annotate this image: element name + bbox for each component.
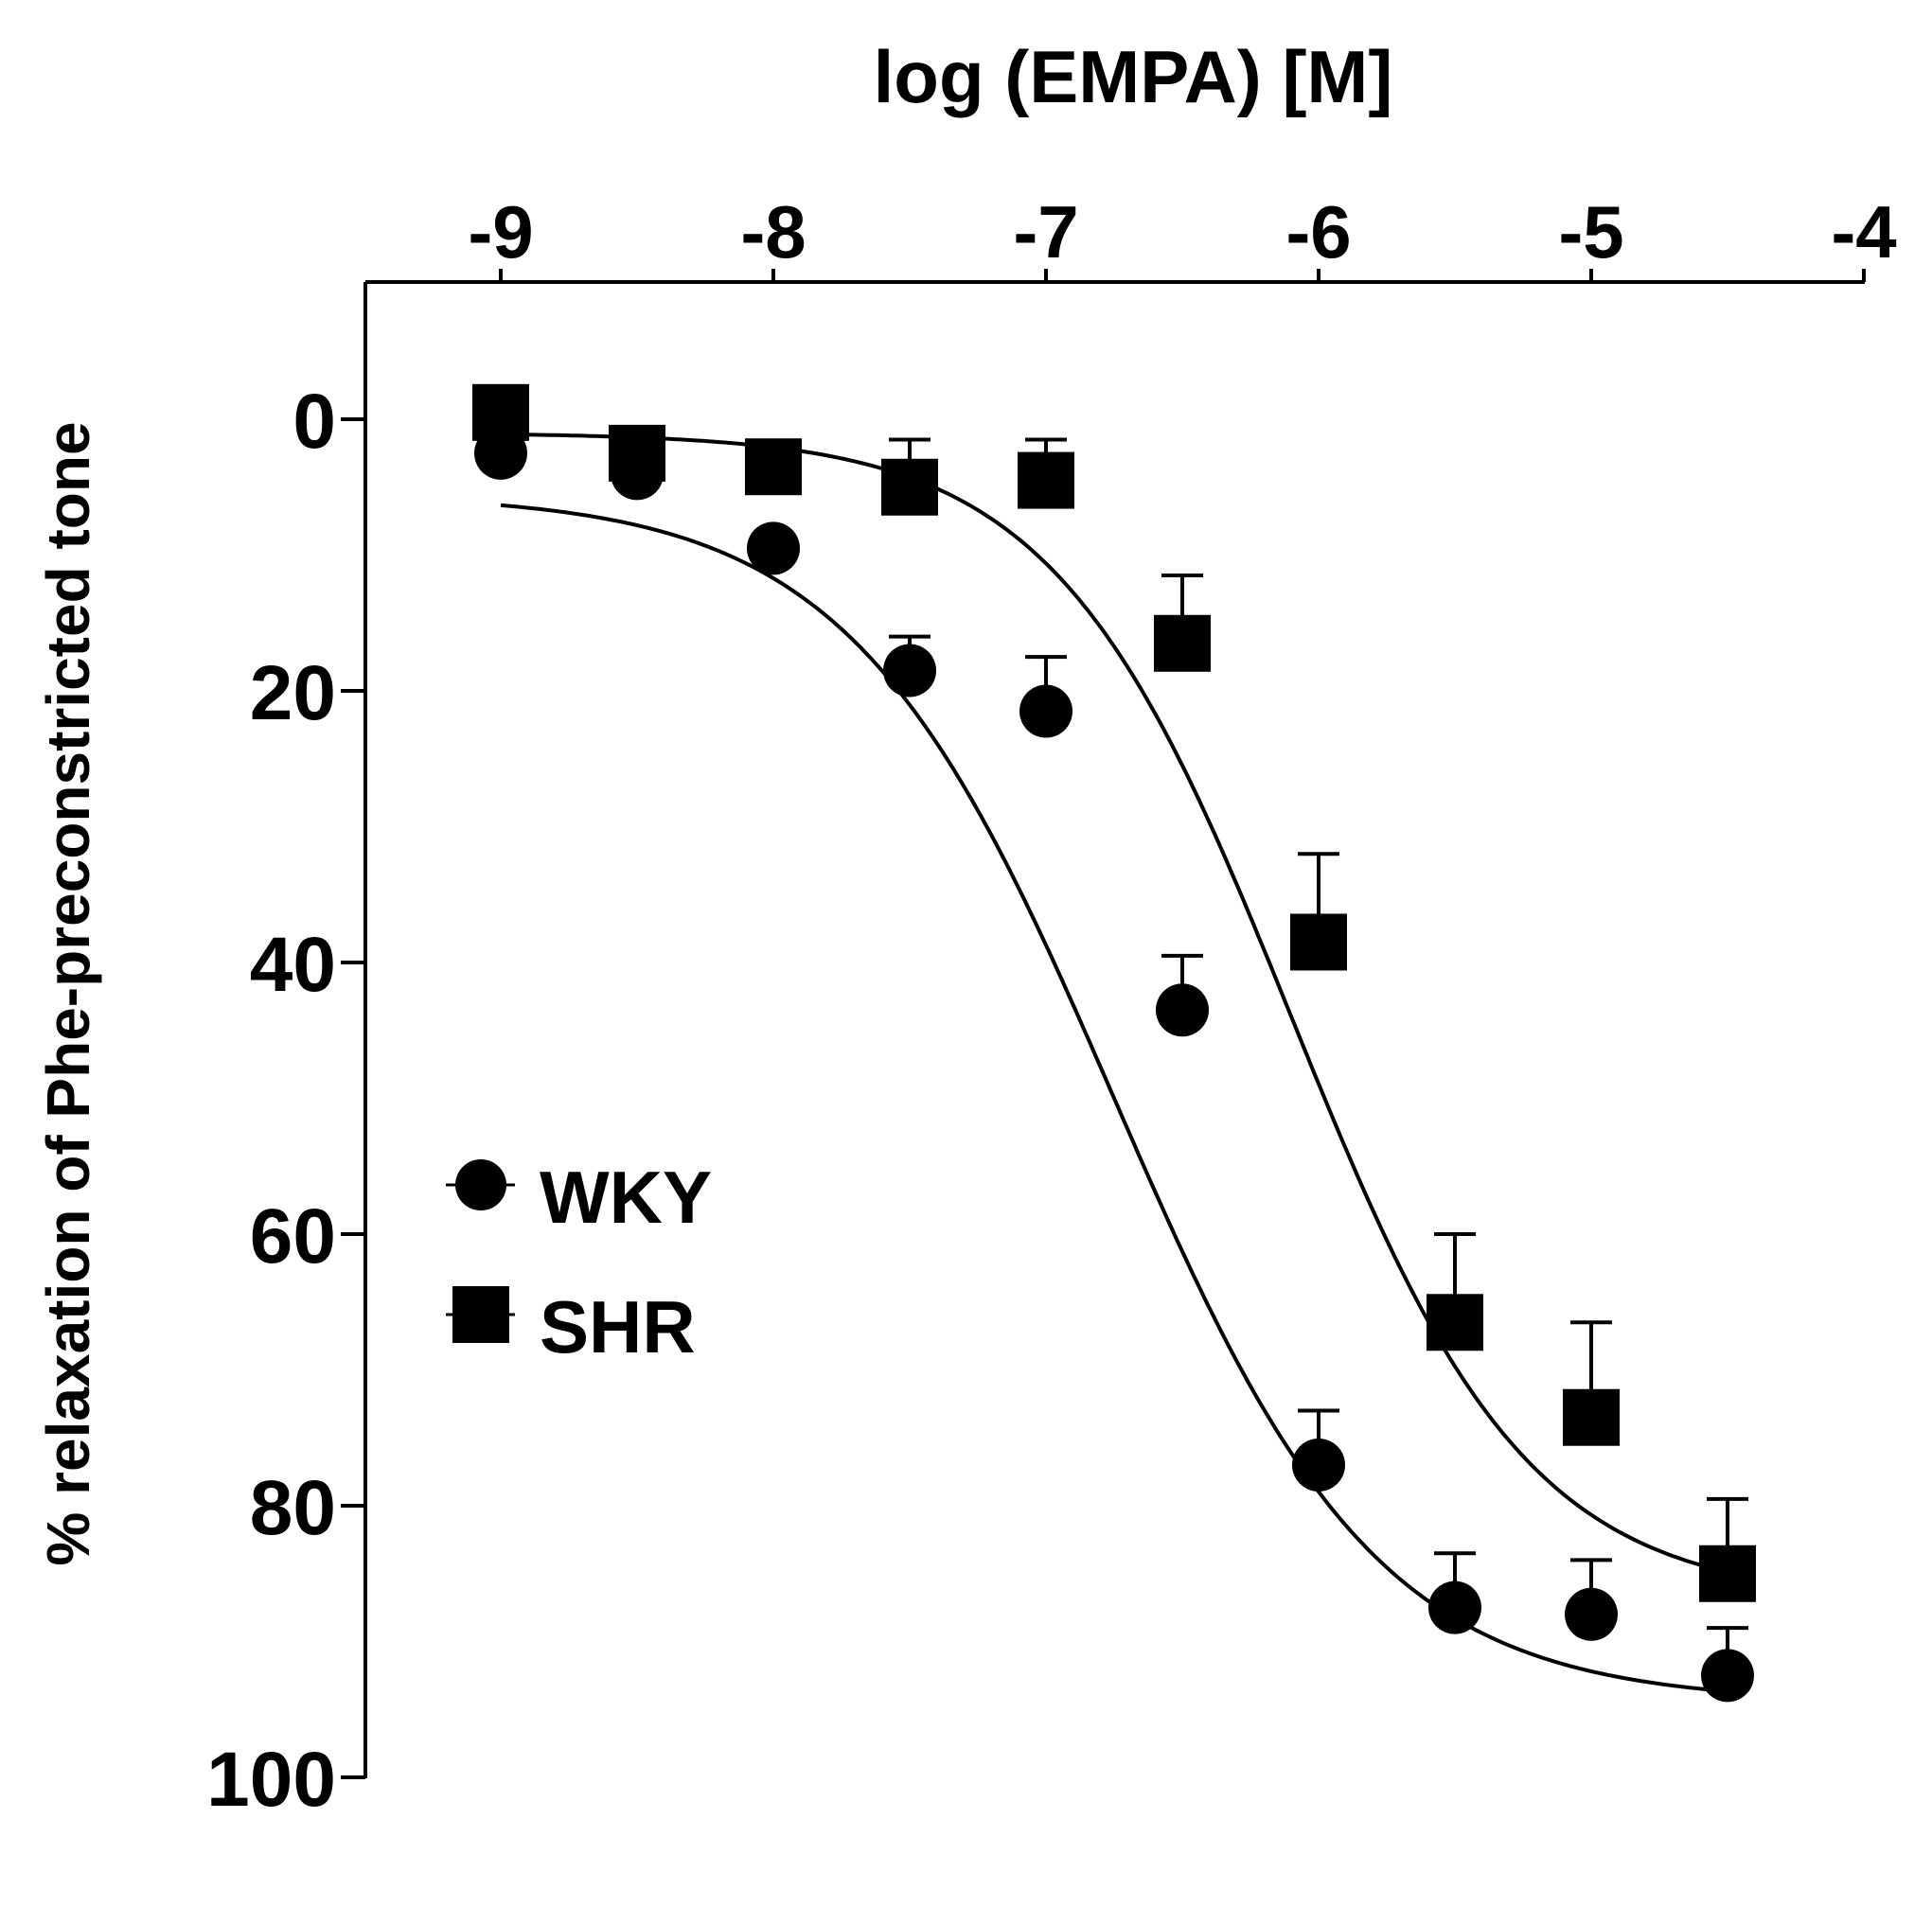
legend-marker-shr bbox=[452, 1286, 509, 1343]
data-point-wky bbox=[1428, 1580, 1481, 1634]
y-axis-ticks: 0 20 40 60 80 100 bbox=[206, 379, 365, 1823]
axes bbox=[363, 280, 1865, 1778]
data-point-shr bbox=[1699, 1545, 1756, 1602]
fit-curve-wky bbox=[500, 503, 1723, 1693]
fit-curve-shr bbox=[500, 432, 1723, 1573]
data-point-wky bbox=[1019, 684, 1072, 738]
data-point-wky bbox=[1565, 1587, 1618, 1641]
data-point-shr bbox=[472, 383, 529, 441]
x-tick-label: -8 bbox=[740, 190, 806, 274]
x-tick-label: -7 bbox=[1013, 190, 1078, 274]
y-tick-label: 80 bbox=[250, 1465, 336, 1551]
data-point-wky bbox=[1292, 1438, 1345, 1492]
y-tick-label: 100 bbox=[206, 1737, 336, 1823]
legend-label-wky: WKY bbox=[540, 1156, 712, 1239]
data-point-shr bbox=[1154, 614, 1211, 672]
x-tick-label: -9 bbox=[468, 190, 533, 274]
data-point-shr bbox=[745, 438, 802, 496]
y-tick-label: 20 bbox=[250, 650, 336, 736]
x-axis-title: log (EMPA) [M] bbox=[874, 35, 1393, 118]
y-tick-label: 40 bbox=[250, 922, 336, 1008]
legend-item-shr: SHR bbox=[446, 1285, 696, 1368]
x-tick-label: -5 bbox=[1558, 190, 1623, 274]
data-point-shr bbox=[609, 424, 665, 482]
data-point-shr bbox=[881, 458, 938, 516]
data-point-wky bbox=[1156, 983, 1209, 1037]
data-point-shr bbox=[1563, 1388, 1620, 1446]
data-point-shr bbox=[1018, 451, 1074, 509]
data-point-shr bbox=[1290, 913, 1347, 971]
legend-label-shr: SHR bbox=[540, 1285, 696, 1368]
y-axis-title: % relaxation of Phe-preconstricted tone bbox=[34, 421, 102, 1565]
y-tick-label: 0 bbox=[292, 379, 336, 465]
legend: WKY SHR bbox=[446, 1156, 712, 1368]
data-point-wky bbox=[1701, 1649, 1754, 1703]
legend-item-wky: WKY bbox=[446, 1156, 712, 1239]
x-tick-label: -4 bbox=[1831, 190, 1896, 274]
data-point-wky bbox=[747, 521, 800, 575]
x-tick-label: -6 bbox=[1285, 190, 1351, 274]
data-point-shr bbox=[1427, 1294, 1483, 1351]
legend-marker-wky bbox=[455, 1159, 506, 1210]
data-markers bbox=[472, 383, 1756, 1703]
y-tick-label: 60 bbox=[250, 1193, 336, 1280]
fit-curves bbox=[500, 432, 1723, 1693]
data-point-wky bbox=[883, 644, 936, 697]
x-axis-ticks: -9 -8 -7 -6 -5 -4 bbox=[468, 190, 1897, 282]
